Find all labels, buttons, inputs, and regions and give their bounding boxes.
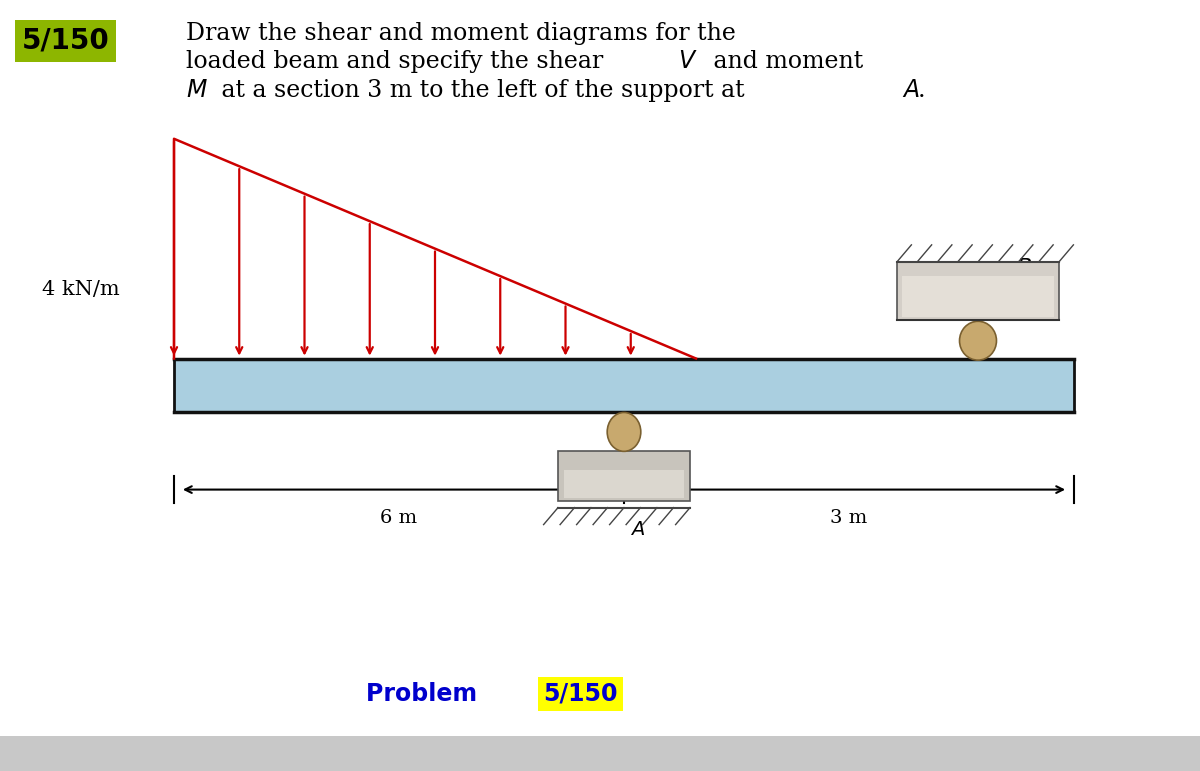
Ellipse shape bbox=[607, 412, 641, 451]
Text: $V$: $V$ bbox=[678, 50, 697, 73]
Text: Draw the shear and moment diagrams for the: Draw the shear and moment diagrams for t… bbox=[186, 22, 736, 45]
Text: at a section 3 m to the left of the support at: at a section 3 m to the left of the supp… bbox=[214, 79, 751, 102]
Bar bbox=[902, 276, 1055, 317]
Text: 6 m: 6 m bbox=[380, 509, 418, 527]
Bar bbox=[564, 470, 684, 497]
Text: loaded beam and specify the shear: loaded beam and specify the shear bbox=[186, 50, 611, 73]
Bar bbox=[0, 736, 1200, 771]
Text: 5/150: 5/150 bbox=[22, 27, 109, 55]
Bar bbox=[896, 262, 1060, 320]
Text: .: . bbox=[918, 79, 925, 102]
Bar bbox=[174, 359, 1074, 412]
Text: $M$: $M$ bbox=[186, 79, 208, 102]
Ellipse shape bbox=[960, 322, 996, 360]
Text: 3 m: 3 m bbox=[830, 509, 868, 527]
Bar bbox=[558, 451, 690, 501]
Text: Problem: Problem bbox=[366, 682, 485, 706]
Text: $B$: $B$ bbox=[1016, 257, 1032, 278]
Text: $A$: $A$ bbox=[630, 520, 646, 539]
Text: 5/150: 5/150 bbox=[544, 682, 618, 706]
Text: $A$: $A$ bbox=[902, 79, 920, 102]
Text: and moment: and moment bbox=[706, 50, 863, 73]
Text: 4 kN/m: 4 kN/m bbox=[42, 280, 120, 298]
